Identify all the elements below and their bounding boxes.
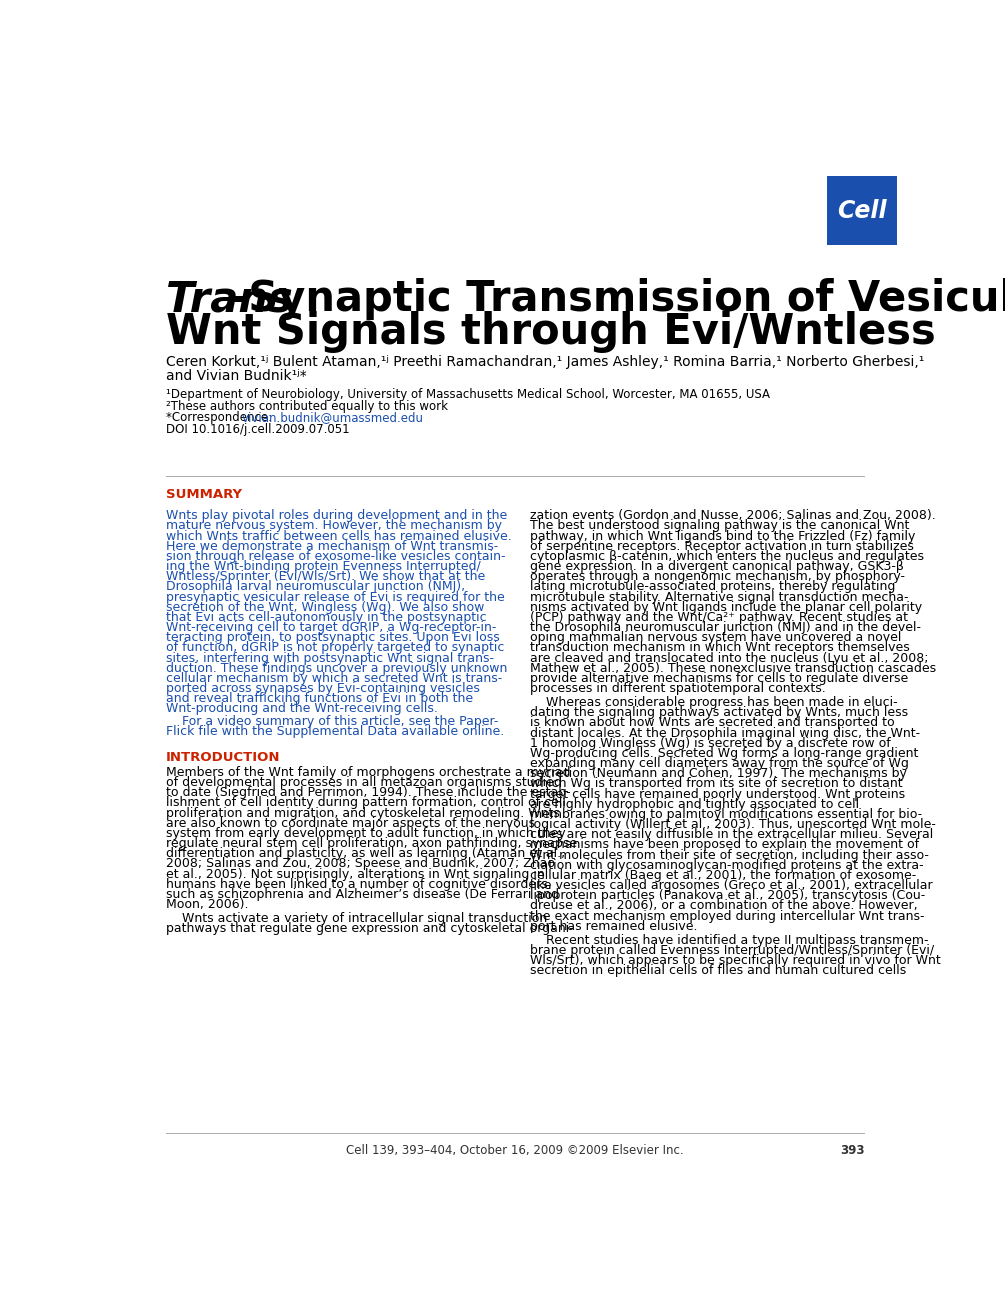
Text: ported across synapses by Evi-containing vesicles: ported across synapses by Evi-containing… [166,683,479,696]
Text: system from early development to adult function, in which they: system from early development to adult f… [166,827,566,840]
Bar [827,176,896,245]
Text: and Vivian Budnik¹ʲ*: and Vivian Budnik¹ʲ* [166,369,307,384]
Text: ing the Wnt-binding protein Evenness Interrupted/: ing the Wnt-binding protein Evenness Int… [166,560,480,573]
Text: lipoprotein particles (Panakova et al., 2005), transcytosis (Cou-: lipoprotein particles (Panakova et al., … [531,889,926,902]
Text: differentiation and plasticity, as well as learning (Ataman et al.,: differentiation and plasticity, as well … [166,847,565,860]
Text: Flick file with the Supplemental Data available online.: Flick file with the Supplemental Data av… [166,726,505,739]
Text: Wnt Signals through Evi/Wntless: Wnt Signals through Evi/Wntless [166,311,936,352]
Text: Wnts play pivotal roles during development and in the: Wnts play pivotal roles during developme… [166,509,508,522]
Text: Ceren Korkut,¹ʲ Bulent Ataman,¹ʲ Preethi Ramachandran,¹ James Ashley,¹ Romina Ba: Ceren Korkut,¹ʲ Bulent Ataman,¹ʲ Preethi… [166,355,925,369]
Text: dating the signaling pathways activated by Wnts, much less: dating the signaling pathways activated … [531,706,909,719]
Text: Here we demonstrate a mechanism of Wnt transmis-: Here we demonstrate a mechanism of Wnt t… [166,540,498,553]
Text: Whereas considerable progress has been made in eluci-: Whereas considerable progress has been m… [531,696,897,709]
Text: teracting protein, to postsynaptic sites. Upon Evi loss: teracting protein, to postsynaptic sites… [166,632,499,645]
Text: The best understood signaling pathway is the canonical Wnt: The best understood signaling pathway is… [531,519,910,532]
Text: cellular mechanism by which a secreted Wnt is trans-: cellular mechanism by which a secreted W… [166,672,502,685]
Text: Wls/Srt), which appears to be specifically required in vivo for Wnt: Wls/Srt), which appears to be specifical… [531,954,941,967]
Text: transduction mechanism in which Wnt receptors themselves: transduction mechanism in which Wnt rece… [531,641,910,654]
Text: of function, dGRIP is not properly targeted to synaptic: of function, dGRIP is not properly targe… [166,641,505,654]
Text: pathway, in which Wnt ligands bind to the Frizzled (Fz) family: pathway, in which Wnt ligands bind to th… [531,530,916,543]
Text: vivian.budnik@umassmed.edu: vivian.budnik@umassmed.edu [242,411,424,424]
Text: secretion in epithelial cells of flies and human cultured cells: secretion in epithelial cells of flies a… [531,964,907,977]
Text: INTRODUCTION: INTRODUCTION [166,750,280,763]
Text: oping mammalian nervous system have uncovered a novel: oping mammalian nervous system have unco… [531,632,901,645]
Text: proliferation and migration, and cytoskeletal remodeling. Wnts: proliferation and migration, and cytoske… [166,806,560,820]
Text: are also known to coordinate major aspects of the nervous: are also known to coordinate major aspec… [166,817,535,830]
Text: nisms activated by Wnt ligands include the planar cell polarity: nisms activated by Wnt ligands include t… [531,600,923,613]
Text: DOI 10.1016/j.cell.2009.07.051: DOI 10.1016/j.cell.2009.07.051 [166,423,350,436]
Text: provide alternative mechanisms for cells to regulate diverse: provide alternative mechanisms for cells… [531,672,909,685]
Text: sion through release of exosome-like vesicles contain-: sion through release of exosome-like ves… [166,549,506,562]
Text: ciation with glycosaminoglycan-modified proteins at the extra-: ciation with glycosaminoglycan-modified … [531,859,924,872]
Text: -Synaptic Transmission of Vesicular: -Synaptic Transmission of Vesicular [231,278,1005,320]
Text: cellular matrix (Baeg et al., 2001), the formation of exosome-: cellular matrix (Baeg et al., 2001), the… [531,869,917,882]
Text: expanding many cell diameters away from the source of Wg: expanding many cell diameters away from … [531,757,910,770]
Text: SUMMARY: SUMMARY [166,488,242,501]
Text: Recent studies have identified a type II multipass transmem-: Recent studies have identified a type II… [531,933,929,946]
Text: ²These authors contributed equally to this work: ²These authors contributed equally to th… [166,399,448,412]
Text: processes in different spatiotemporal contexts.: processes in different spatiotemporal co… [531,683,826,696]
Text: which Wnts traffic between cells has remained elusive.: which Wnts traffic between cells has rem… [166,530,512,543]
Text: the exact mechanism employed during intercellular Wnt trans-: the exact mechanism employed during inte… [531,910,925,923]
Text: presynaptic vesicular release of Evi is required for the: presynaptic vesicular release of Evi is … [166,591,505,604]
Text: port has remained elusive.: port has remained elusive. [531,920,697,933]
Text: cytoplasmic β-catenin, which enters the nucleus and regulates: cytoplasmic β-catenin, which enters the … [531,549,925,562]
Text: Moon, 2006).: Moon, 2006). [166,898,248,911]
Text: Cell 139, 393–404, October 16, 2009 ©2009 Elsevier Inc.: Cell 139, 393–404, October 16, 2009 ©200… [346,1143,683,1156]
Text: Cell: Cell [837,198,886,222]
Text: to date (Siegfried and Perrimon, 1994). These include the estab-: to date (Siegfried and Perrimon, 1994). … [166,787,571,799]
Text: humans have been linked to a number of cognitive disorders,: humans have been linked to a number of c… [166,878,552,891]
Text: that Evi acts cell-autonomously in the postsynaptic: that Evi acts cell-autonomously in the p… [166,611,486,624]
Text: duction. These findings uncover a previously unknown: duction. These findings uncover a previo… [166,662,508,675]
Text: (PCP) pathway and the Wnt/Ca²⁺ pathway. Recent studies at: (PCP) pathway and the Wnt/Ca²⁺ pathway. … [531,611,909,624]
Text: operates through a nongenomic mechanism, by phosphory-: operates through a nongenomic mechanism,… [531,570,906,583]
Text: For a video summary of this article, see the Paper-: For a video summary of this article, see… [166,715,498,728]
Text: logical activity (Willert et al., 2003). Thus, unescorted Wnt mole-: logical activity (Willert et al., 2003).… [531,818,936,831]
Text: gene expression. In a divergent canonical pathway, GSK3-β: gene expression. In a divergent canonica… [531,560,904,573]
Text: lishment of cell identity during pattern formation, control of cell: lishment of cell identity during pattern… [166,796,566,809]
Text: and reveal trafficking functions of Evi in both the: and reveal trafficking functions of Evi … [166,692,473,705]
Text: Trans: Trans [166,278,292,320]
Text: Wnts activate a variety of intracellular signal transduction: Wnts activate a variety of intracellular… [166,912,547,925]
Text: is known about how Wnts are secreted and transported to: is known about how Wnts are secreted and… [531,716,894,729]
Text: microtubule stability. Alternative signal transduction mecha-: microtubule stability. Alternative signa… [531,591,909,604]
Text: membranes owing to palmitoyl modifications essential for bio-: membranes owing to palmitoyl modificatio… [531,808,923,821]
Text: such as schizophrenia and Alzheimer’s disease (De Ferrari and: such as schizophrenia and Alzheimer’s di… [166,887,559,900]
Text: Mathew et al., 2005). These nonexclusive transduction cascades: Mathew et al., 2005). These nonexclusive… [531,662,937,675]
Text: dreuse et al., 2006), or a combination of the above. However,: dreuse et al., 2006), or a combination o… [531,899,918,912]
Text: brane protein called Evenness Interrupted/Wntless/Sprinter (Evi/: brane protein called Evenness Interrupte… [531,944,935,957]
Text: of developmental processes in all metazoan organisms studied: of developmental processes in all metazo… [166,776,562,790]
Text: Wntless/Sprinter (Evi/Wls/Srt). We show that at the: Wntless/Sprinter (Evi/Wls/Srt). We show … [166,570,485,583]
Text: which Wg is transported from its site of secretion to distant: which Wg is transported from its site of… [531,778,902,791]
Text: 1 homolog Wingless (Wg) is secreted by a discrete row of: 1 homolog Wingless (Wg) is secreted by a… [531,737,890,749]
Text: mature nervous system. However, the mechanism by: mature nervous system. However, the mech… [166,519,501,532]
Text: the Drosophila neuromuscular junction (NMJ) and in the devel-: the Drosophila neuromuscular junction (N… [531,621,922,634]
Text: cules are not easily diffusible in the extracellular milieu. Several: cules are not easily diffusible in the e… [531,829,934,842]
Text: secretion of the Wnt, Wingless (Wg). We also show: secretion of the Wnt, Wingless (Wg). We … [166,600,484,613]
Text: zation events (Gordon and Nusse, 2006; Salinas and Zou, 2008).: zation events (Gordon and Nusse, 2006; S… [531,509,936,522]
Text: lating microtubule-associated proteins, thereby regulating: lating microtubule-associated proteins, … [531,581,895,594]
Text: like vesicles called argosomes (Greco et al., 2001), extracellular: like vesicles called argosomes (Greco et… [531,880,933,893]
Text: 393: 393 [840,1143,864,1156]
Text: pathways that regulate gene expression and cytoskeletal organi-: pathways that regulate gene expression a… [166,923,574,936]
Text: are highly hydrophobic and tightly associated to cell: are highly hydrophobic and tightly assoc… [531,797,859,810]
Text: *Correspondence:: *Correspondence: [166,411,275,424]
Text: secretion (Neumann and Cohen, 1997). The mechanisms by: secretion (Neumann and Cohen, 1997). The… [531,767,908,780]
Text: Wnt-receiving cell to target dGRIP, a Wg-receptor-in-: Wnt-receiving cell to target dGRIP, a Wg… [166,621,496,634]
Text: of serpentine receptors. Receptor activation in turn stabilizes: of serpentine receptors. Receptor activa… [531,540,915,553]
Text: distant locales. At the Drosophila imaginal wing disc, the Wnt-: distant locales. At the Drosophila imagi… [531,727,921,740]
Text: target cells have remained poorly understood. Wnt proteins: target cells have remained poorly unders… [531,787,906,800]
Text: 2008; Salinas and Zou, 2008; Speese and Budnik, 2007; Zhao: 2008; Salinas and Zou, 2008; Speese and … [166,857,555,870]
Text: et al., 2005). Not surprisingly, alterations in Wnt signaling in: et al., 2005). Not surprisingly, alterat… [166,868,545,881]
Text: mechanisms have been proposed to explain the movement of: mechanisms have been proposed to explain… [531,838,920,851]
Text: Wnt-producing and the Wnt-receiving cells.: Wnt-producing and the Wnt-receiving cell… [166,702,438,715]
Text: Drosophila larval neuromuscular junction (NMJ),: Drosophila larval neuromuscular junction… [166,581,465,594]
Text: regulate neural stem cell proliferation, axon pathfinding, synapse: regulate neural stem cell proliferation,… [166,837,577,850]
Text: Members of the Wnt family of morphogens orchestrate a myriad: Members of the Wnt family of morphogens … [166,766,571,779]
Text: Wnt molecules from their site of secretion, including their asso-: Wnt molecules from their site of secreti… [531,848,929,861]
Text: sites, interfering with postsynaptic Wnt signal trans-: sites, interfering with postsynaptic Wnt… [166,651,493,664]
Text: Wg-producing cells. Secreted Wg forms a long-range gradient: Wg-producing cells. Secreted Wg forms a … [531,746,919,760]
Text: are cleaved and translocated into the nucleus (Lyu et al., 2008;: are cleaved and translocated into the nu… [531,651,929,664]
Text: ¹Department of Neurobiology, University of Massachusetts Medical School, Worcest: ¹Department of Neurobiology, University … [166,389,770,402]
